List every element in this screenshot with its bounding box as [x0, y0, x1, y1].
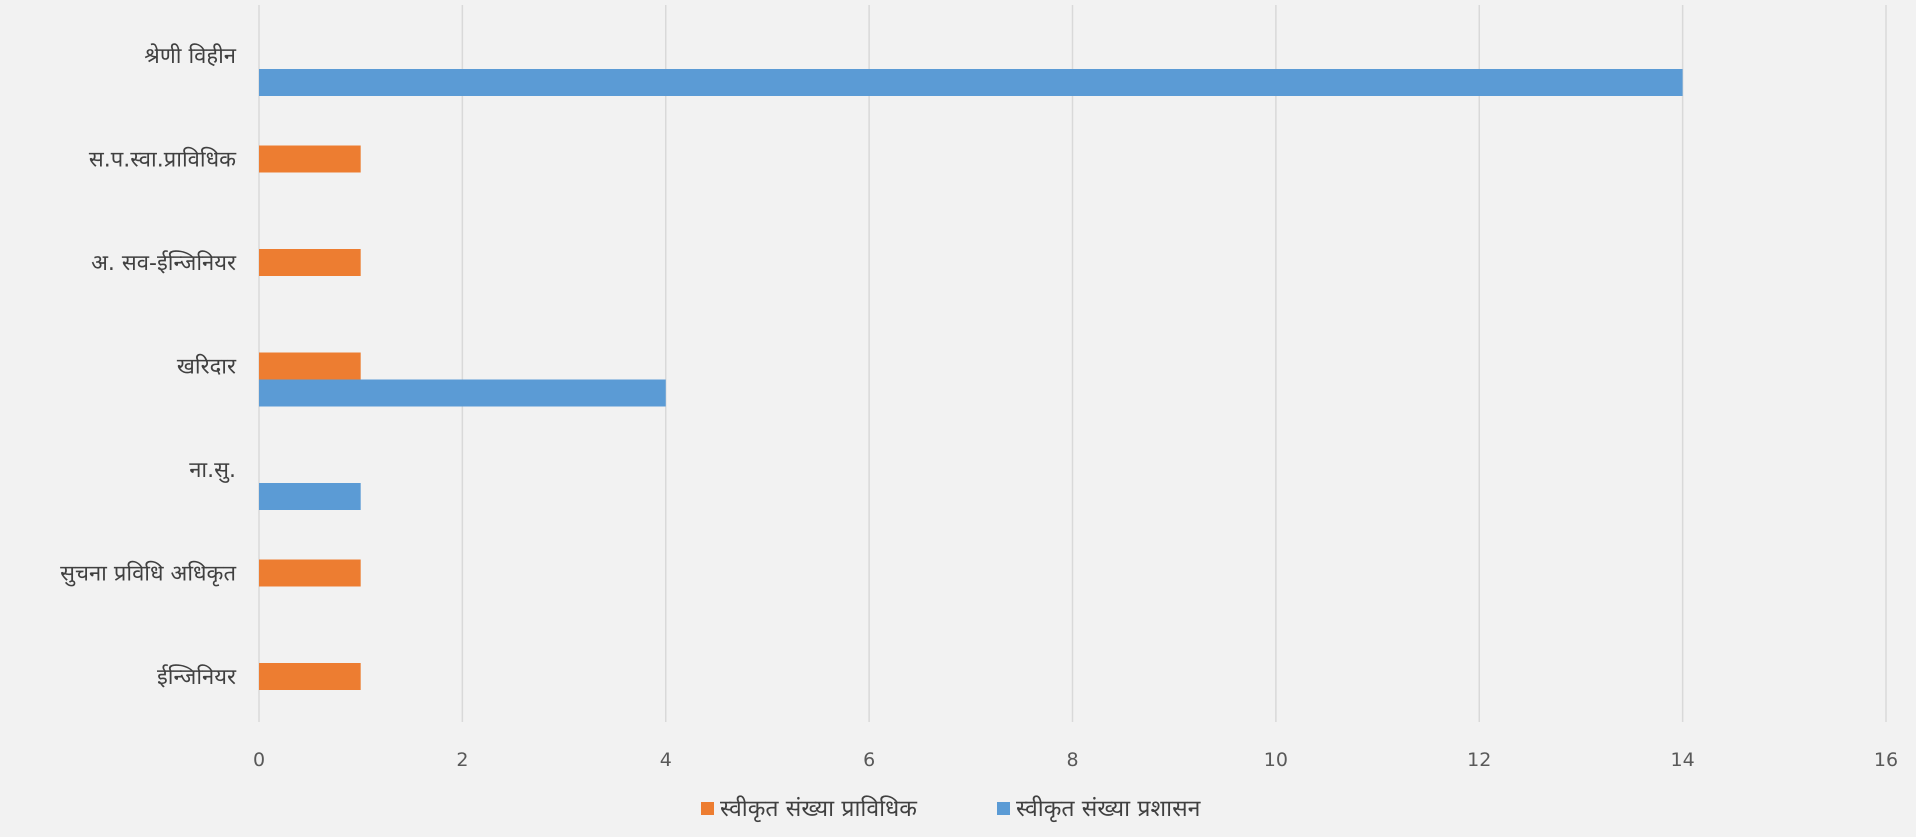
x-tick-label: 14	[1671, 749, 1695, 771]
category-label: अ. सव-ईन्जिनियर	[91, 250, 237, 276]
bar-technical	[259, 663, 361, 690]
bar-technical	[259, 352, 361, 380]
category-label: स.प.स्वा.प्राविधिक	[89, 147, 237, 173]
legend-swatch	[997, 802, 1010, 815]
gridlines	[258, 5, 1887, 722]
x-tick-label: 2	[456, 749, 468, 771]
category-label: श्रेणी विहीन	[144, 43, 236, 69]
x-tick-label: 0	[253, 749, 265, 771]
x-tick-label: 16	[1874, 749, 1898, 771]
category-labels: श्रेणी विहीन स.प.स्वा.प्राविधिक अ. सव-ईन्ज…	[60, 43, 237, 690]
x-tick-label: 8	[1066, 749, 1078, 771]
x-tick-label: 10	[1264, 749, 1288, 771]
legend-label: स्वीकृत संख्या प्रशासन	[1016, 795, 1202, 823]
legend: स्वीकृत संख्या प्राविधिक स्वीकृत संख्या प…	[701, 795, 1202, 823]
x-axis-tick-labels: 0 2 4 6 8 10 12 14 16	[253, 749, 1898, 771]
bar-administration	[259, 69, 1683, 96]
category-label: खरिदार	[177, 354, 237, 380]
x-tick-label: 6	[863, 749, 875, 771]
category-label: ईन्जिनियर	[157, 664, 237, 690]
legend-label: स्वीकृत संख्या प्राविधिक	[720, 795, 918, 823]
x-tick-label: 12	[1467, 749, 1491, 771]
bar-technical	[259, 145, 361, 173]
bar-administration	[259, 483, 361, 510]
bar-administration	[259, 379, 666, 407]
bars	[259, 69, 1683, 690]
bar-technical	[259, 559, 361, 587]
x-tick-label: 4	[660, 749, 672, 771]
category-label: सुचना प्रविधि अधिकृत	[60, 561, 236, 587]
bar-technical	[259, 249, 361, 276]
category-label: ना.सु.	[189, 458, 236, 483]
legend-swatch	[701, 802, 714, 815]
